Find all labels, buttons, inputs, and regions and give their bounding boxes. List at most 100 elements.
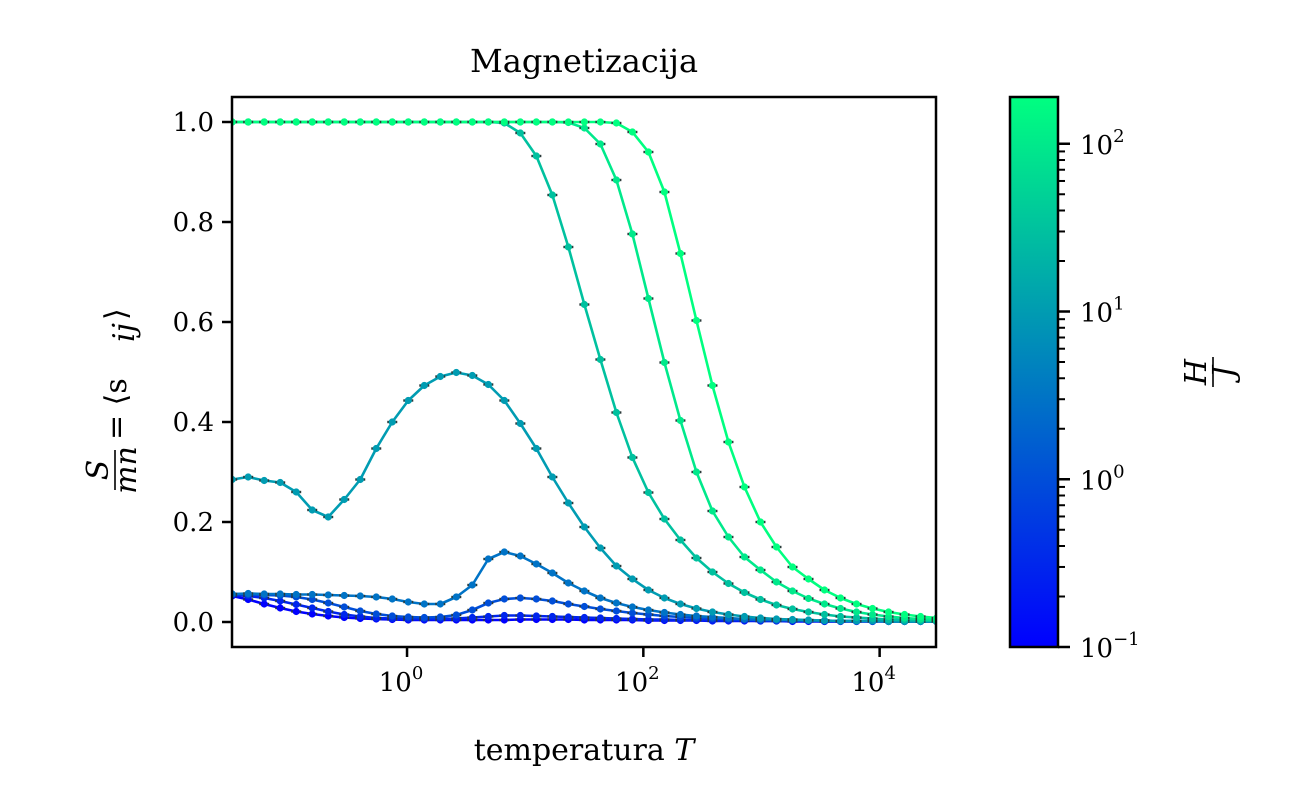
data-point bbox=[436, 613, 444, 621]
data-point bbox=[532, 444, 540, 453]
data-point bbox=[564, 579, 572, 587]
data-point bbox=[324, 607, 332, 616]
data-point bbox=[724, 533, 733, 541]
data-point bbox=[292, 488, 300, 496]
data-point bbox=[708, 608, 717, 616]
data-point bbox=[292, 590, 300, 599]
data-point bbox=[244, 118, 252, 126]
data-point bbox=[596, 118, 604, 126]
data-point bbox=[804, 616, 813, 624]
data-point bbox=[692, 604, 701, 613]
data-point bbox=[324, 118, 332, 126]
data-point bbox=[260, 600, 268, 608]
data-point bbox=[532, 118, 540, 126]
series-line bbox=[232, 120, 936, 623]
colorbar-tick-exponent: 0 bbox=[1113, 461, 1124, 482]
data-point bbox=[836, 604, 845, 613]
data-point bbox=[500, 396, 508, 405]
colorbar-tick-label: 100 bbox=[1080, 461, 1125, 496]
data-point bbox=[756, 595, 765, 604]
data-point bbox=[708, 568, 717, 576]
plot-frame bbox=[230, 95, 938, 649]
data-point bbox=[724, 438, 733, 446]
colorbar-label: H J bbox=[1179, 357, 1242, 387]
data-point bbox=[660, 608, 669, 617]
x-label-variable: T bbox=[674, 733, 696, 768]
data-point bbox=[660, 515, 669, 523]
data-point bbox=[564, 243, 572, 251]
data-point bbox=[596, 544, 604, 552]
data-point bbox=[468, 581, 476, 589]
data-point bbox=[276, 478, 284, 487]
data-point bbox=[276, 590, 284, 598]
data-point bbox=[708, 613, 717, 621]
data-point bbox=[500, 548, 508, 556]
data-point bbox=[244, 473, 252, 481]
data-point bbox=[260, 590, 268, 598]
data-point bbox=[644, 488, 653, 497]
colorbar-tick-base: 10 bbox=[1080, 466, 1113, 496]
data-point bbox=[516, 118, 524, 126]
data-point bbox=[436, 372, 444, 381]
data-point bbox=[772, 615, 781, 623]
data-point bbox=[516, 594, 524, 602]
data-point bbox=[420, 118, 428, 126]
data-point bbox=[836, 594, 845, 602]
colorbar-tick-exponent: 2 bbox=[1113, 126, 1124, 147]
data-point bbox=[868, 610, 877, 619]
data-point bbox=[452, 593, 460, 601]
data-point bbox=[420, 600, 428, 608]
data-point bbox=[628, 230, 637, 238]
data-point bbox=[596, 355, 604, 364]
data-point bbox=[724, 579, 733, 588]
data-point bbox=[436, 600, 444, 608]
y-label-rhs: = ⟨s bbox=[99, 378, 134, 440]
data-point bbox=[484, 612, 492, 621]
data-point bbox=[532, 595, 540, 603]
y-label-denominator: mn bbox=[109, 446, 144, 494]
data-point bbox=[628, 603, 637, 611]
data-point bbox=[740, 483, 749, 491]
data-point bbox=[308, 604, 316, 612]
data-point bbox=[788, 605, 797, 613]
data-point bbox=[612, 176, 620, 184]
data-point bbox=[708, 507, 717, 515]
data-point bbox=[500, 118, 508, 126]
data-point bbox=[308, 610, 316, 618]
data-point bbox=[804, 575, 813, 583]
data-point bbox=[340, 495, 348, 504]
data-point bbox=[788, 587, 797, 595]
data-point bbox=[468, 371, 476, 380]
data-point bbox=[436, 118, 444, 126]
data-point bbox=[612, 607, 620, 615]
data-point bbox=[644, 294, 653, 303]
data-point bbox=[260, 118, 268, 126]
colorbar-tick-base: 10 bbox=[1080, 131, 1113, 161]
data-point bbox=[356, 118, 364, 126]
data-point bbox=[900, 610, 909, 619]
data-point bbox=[836, 612, 845, 621]
data-point bbox=[692, 554, 701, 562]
data-point bbox=[356, 592, 364, 600]
data-point bbox=[548, 118, 556, 126]
y-tick-label: 0.6 bbox=[173, 308, 214, 338]
data-point bbox=[548, 612, 556, 621]
x-tick-exponent: 2 bbox=[648, 663, 659, 684]
y-axis-label: S mn = ⟨s ij ⟩ bbox=[81, 308, 144, 494]
series-5 bbox=[232, 118, 936, 625]
data-point bbox=[580, 587, 588, 595]
data-point bbox=[548, 473, 556, 481]
data-point bbox=[564, 600, 572, 608]
data-point bbox=[388, 118, 396, 126]
data-point bbox=[692, 612, 701, 620]
data-point bbox=[276, 604, 284, 612]
data-point bbox=[852, 608, 861, 616]
data-point bbox=[308, 118, 316, 126]
data-point bbox=[804, 594, 813, 603]
data-point bbox=[340, 610, 348, 619]
data-point bbox=[452, 611, 460, 619]
series-line bbox=[232, 120, 936, 622]
data-point bbox=[820, 616, 829, 625]
